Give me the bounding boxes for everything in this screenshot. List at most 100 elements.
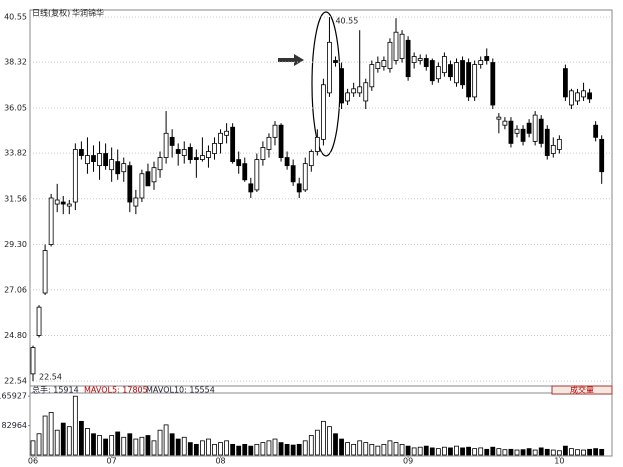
volume-bar: [575, 449, 580, 456]
candle-body: [563, 68, 568, 98]
volume-bar: [212, 443, 217, 456]
candle-body: [514, 128, 520, 134]
candle-body: [466, 62, 472, 98]
volume-bar: [85, 428, 90, 456]
volume-bar: [48, 412, 54, 456]
x-tick-label: 08: [215, 457, 225, 466]
candle-body: [405, 39, 411, 78]
candle-body: [520, 128, 526, 142]
candle-body: [399, 33, 405, 59]
volume-label: 总手: 15914: [32, 385, 79, 395]
candle-body: [181, 149, 187, 156]
chart-title: 日线(复权): [32, 8, 70, 18]
candle-body: [272, 124, 278, 138]
candle-body: [569, 90, 574, 106]
candle-body: [320, 84, 326, 140]
volume-bar: [296, 443, 302, 456]
volume-bar: [508, 448, 514, 456]
volume-bar: [429, 447, 435, 456]
candle-body: [151, 167, 157, 183]
x-tick-label: 09: [403, 457, 413, 466]
candle-body: [339, 68, 344, 104]
volume-bar: [581, 449, 586, 456]
candle-body: [435, 66, 441, 80]
volume-bar: [218, 442, 223, 456]
candle-body: [284, 157, 290, 167]
candle-body: [139, 173, 145, 199]
candle-body: [290, 165, 296, 183]
candle-body: [448, 64, 453, 78]
candle-body: [478, 60, 484, 65]
volume-bar: [381, 443, 387, 456]
candle-body: [333, 60, 338, 63]
volume-bar: [351, 443, 357, 456]
volume-bar: [242, 443, 248, 456]
volume-bar: [30, 440, 36, 456]
candle-body: [375, 62, 381, 70]
volume-bar: [66, 426, 72, 456]
candle-body: [593, 124, 599, 138]
volume-bar: [369, 443, 375, 456]
candle-body: [224, 130, 230, 136]
volume-bar: [490, 446, 496, 456]
y-tick-label: 22.54: [4, 377, 27, 386]
volume-bar: [133, 438, 139, 456]
volume-bar: [484, 448, 490, 456]
candle-body: [556, 138, 562, 150]
candle-body: [133, 197, 139, 207]
volume-bar: [399, 443, 405, 456]
candle-body: [127, 165, 133, 203]
volume-bar: [556, 450, 562, 456]
y-tick-label: 33.82: [4, 149, 27, 158]
volume-bar: [435, 448, 441, 456]
candle-body: [302, 163, 308, 191]
x-tick-label: 07: [107, 457, 117, 466]
candle-body: [393, 31, 399, 61]
volume-bar: [224, 440, 230, 456]
volume-bar: [320, 420, 326, 456]
candle-body: [193, 157, 199, 160]
volume-bar: [42, 415, 48, 456]
candle-body: [581, 90, 586, 98]
candle-body: [496, 116, 502, 120]
volume-bar: [266, 440, 272, 456]
candle-body: [327, 41, 332, 94]
volume-bar: [599, 448, 605, 456]
candle-body: [357, 86, 363, 94]
volume-bar: [472, 448, 478, 456]
volume-bar: [514, 449, 520, 456]
volume-bar: [532, 449, 538, 456]
candle-body: [54, 199, 60, 205]
candle-body: [97, 153, 102, 167]
volume-bar: [363, 442, 369, 456]
volume-bar: [550, 449, 556, 456]
volume-bar: [206, 438, 211, 456]
candle-body: [599, 138, 605, 173]
y-tick-label: 38.32: [4, 58, 27, 67]
y-tick-label: 24.80: [4, 331, 27, 340]
candle-body: [212, 143, 217, 154]
candle-body: [308, 151, 314, 167]
candle-body: [351, 88, 357, 94]
candle-body: [218, 132, 223, 144]
volume-bar: [454, 445, 459, 456]
volume-bar: [60, 422, 66, 456]
volume-bar: [520, 449, 526, 456]
chart-subtitle: 华润锦华: [72, 8, 104, 18]
candle-body: [254, 159, 260, 191]
candle-body: [199, 155, 205, 160]
candle-body: [48, 197, 54, 245]
candle-body: [145, 171, 151, 187]
candle-body: [472, 64, 478, 98]
candle-body: [369, 64, 375, 88]
volume-bar: [466, 446, 472, 456]
candle-body: [248, 183, 254, 193]
candle-body: [60, 201, 66, 205]
candle-body: [121, 163, 127, 173]
candle-body: [345, 92, 351, 102]
candle-body: [460, 60, 465, 86]
volume-bar: [563, 445, 568, 456]
volume-bar: [569, 448, 574, 456]
volume-bar: [314, 429, 320, 456]
